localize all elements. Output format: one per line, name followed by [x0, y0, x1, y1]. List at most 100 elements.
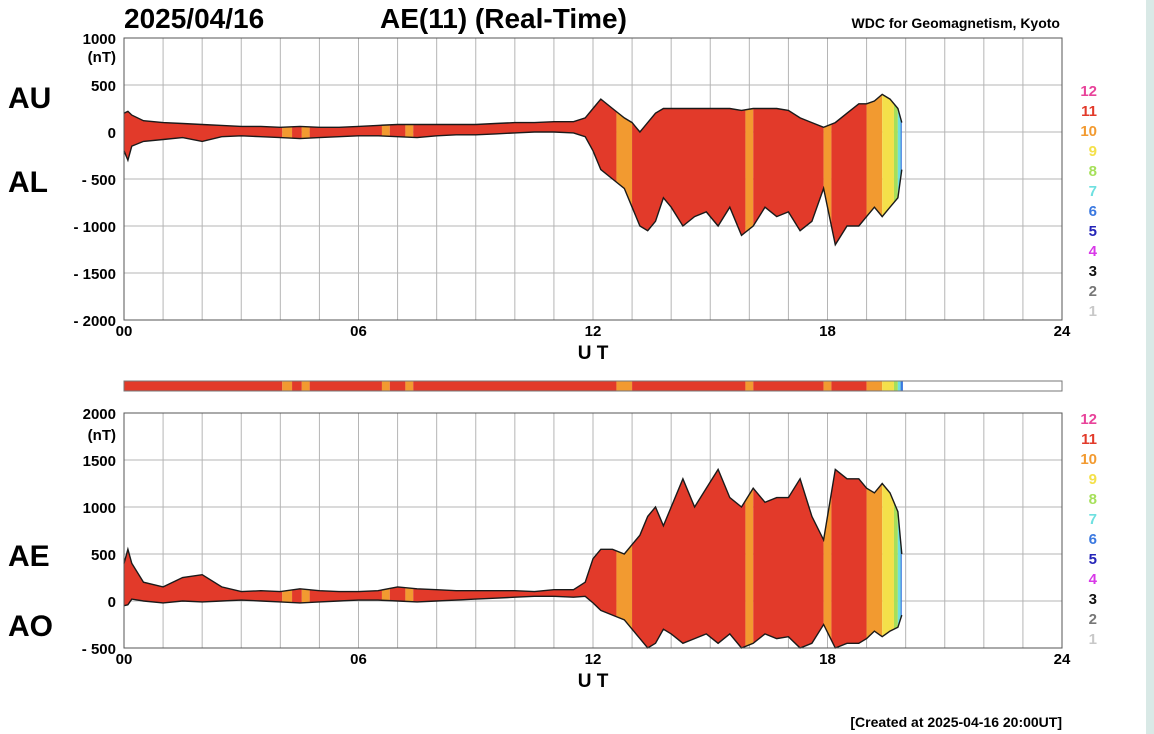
strip-segment — [124, 381, 283, 391]
legend-item: 2 — [1089, 611, 1097, 628]
activity-band — [124, 469, 283, 648]
y-tick-label: - 2000 — [73, 313, 116, 330]
strip-segment — [900, 381, 903, 391]
legend-item: 7 — [1089, 511, 1097, 528]
legend-item: 10 — [1080, 123, 1097, 140]
strip-segment — [745, 381, 754, 391]
y-tick-label: 1500 — [83, 453, 116, 470]
y-tick-label: - 500 — [82, 172, 116, 189]
x-tick-label: 12 — [585, 651, 602, 668]
strip-segment — [309, 381, 382, 391]
legend-item: 6 — [1089, 203, 1097, 220]
y-tick-label: 1000 — [83, 31, 116, 48]
y-tick-label: 500 — [91, 547, 116, 564]
strip-frame — [123, 380, 1063, 392]
activity-band — [616, 469, 633, 648]
activity-band — [292, 469, 302, 648]
legend-item: 6 — [1089, 531, 1097, 548]
x-tick-label: 06 — [350, 323, 367, 340]
activity-band — [309, 469, 382, 648]
activity-band — [616, 94, 633, 245]
strip-segment — [882, 381, 894, 391]
chart-credit: WDC for Geomagnetism, Kyoto — [852, 15, 1060, 31]
strip-segment — [893, 381, 898, 391]
x-tick-label: 00 — [116, 651, 133, 668]
activity-band — [632, 469, 746, 648]
activity-legend-top: 12 11 10 9 8 7 6 5 4 3 2 1 — [1080, 83, 1097, 320]
activity-band — [405, 469, 414, 648]
legend-item: 11 — [1081, 431, 1097, 448]
y-tick-label: 2000 — [83, 406, 116, 423]
series-label: AL — [8, 166, 48, 199]
upper-series-line — [123, 93, 903, 134]
strip-segment — [823, 381, 832, 391]
right-edge-bar — [1146, 0, 1154, 734]
lower-series-line — [123, 131, 903, 247]
legend-item: 12 — [1080, 411, 1097, 428]
legend-item: 7 — [1089, 183, 1097, 200]
upper-series-line — [123, 467, 903, 593]
activity-band — [745, 469, 754, 648]
y-tick-label: 500 — [91, 78, 116, 95]
strip-segment — [897, 381, 901, 391]
activity-band — [831, 469, 867, 648]
y-tick-label: - 1500 — [73, 266, 116, 283]
legend-item: 4 — [1089, 571, 1098, 588]
activity-band — [282, 469, 293, 648]
plot-frame — [123, 37, 1063, 321]
legend-item: 5 — [1089, 223, 1097, 240]
strip-segment — [301, 381, 310, 391]
legend-item: 12 — [1080, 83, 1097, 100]
activity-band — [900, 469, 902, 648]
series-label: AE — [8, 540, 50, 573]
legend-item: 4 — [1089, 243, 1098, 260]
strip-segment — [616, 381, 633, 391]
x-axis-label: U T — [578, 671, 609, 692]
activity-band — [893, 94, 898, 245]
legend-item: 9 — [1089, 471, 1097, 488]
strip-segment — [753, 381, 824, 391]
y-tick-label: 1000 — [83, 500, 116, 517]
x-tick-label: 12 — [585, 323, 602, 340]
y-tick-label: - 1000 — [73, 219, 116, 236]
activity-band — [823, 469, 832, 648]
legend-item: 8 — [1089, 491, 1097, 508]
legend-item: 8 — [1089, 163, 1097, 180]
activity-band — [381, 469, 390, 648]
x-tick-label: 24 — [1054, 323, 1071, 340]
strip-segment — [381, 381, 390, 391]
legend-item: 3 — [1089, 263, 1097, 280]
activity-band — [831, 94, 867, 245]
legend-item: 1 — [1089, 303, 1097, 320]
strip-segment — [389, 381, 406, 391]
strip-segment — [282, 381, 293, 391]
plot-frame — [123, 412, 1063, 649]
series-label: AO — [8, 610, 53, 643]
activity-band — [823, 94, 832, 245]
activity-legend-bottom: 12 11 10 9 8 7 6 5 4 3 2 1 — [1080, 411, 1097, 648]
chart-title: AE(11) (Real-Time) — [380, 3, 627, 34]
strip-segment — [866, 381, 883, 391]
activity-band — [866, 469, 883, 648]
strip-segment — [831, 381, 867, 391]
x-tick-label: 18 — [819, 323, 836, 340]
legend-item: 9 — [1089, 143, 1097, 160]
legend-item: 11 — [1081, 103, 1097, 120]
x-tick-label: 18 — [819, 651, 836, 668]
y-axis-unit: (nT) — [88, 427, 116, 444]
y-tick-label: 0 — [108, 125, 116, 142]
strip-segment — [632, 381, 746, 391]
activity-band — [882, 94, 894, 245]
activity-band — [897, 94, 901, 245]
strip-segment — [413, 381, 617, 391]
created-timestamp: [Created at 2025-04-16 20:00UT] — [850, 714, 1062, 730]
x-tick-label: 24 — [1054, 651, 1071, 668]
activity-band — [866, 94, 883, 245]
series-label: AU — [8, 82, 51, 115]
legend-item: 5 — [1089, 551, 1097, 568]
activity-band — [882, 469, 894, 648]
legend-item: 10 — [1080, 451, 1097, 468]
legend-item: 1 — [1089, 631, 1097, 648]
y-tick-label: - 500 — [82, 641, 116, 658]
